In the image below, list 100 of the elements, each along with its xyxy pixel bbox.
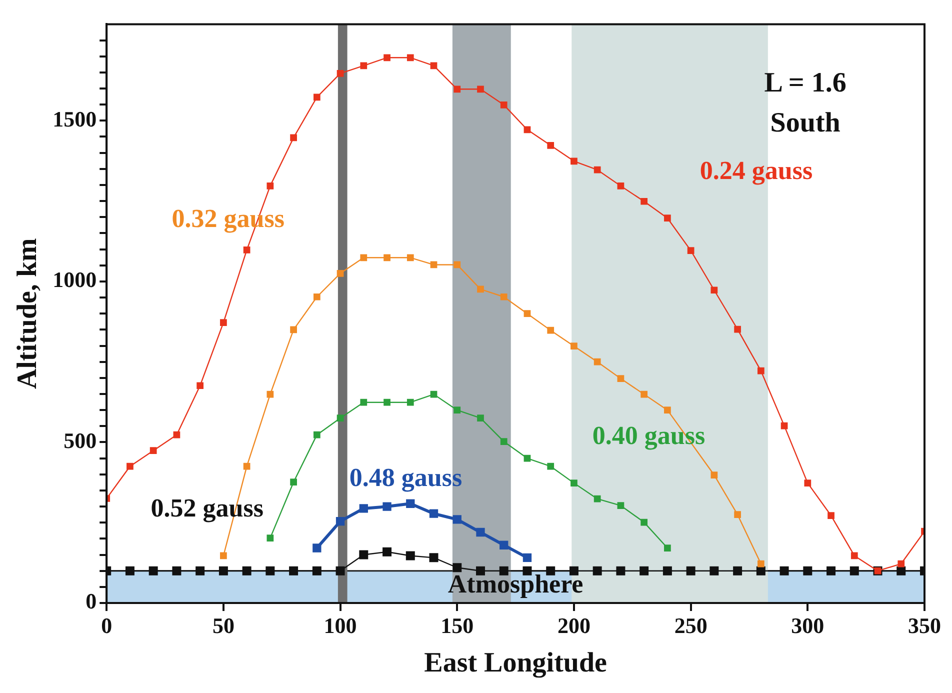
- point: [710, 566, 719, 576]
- point: [429, 553, 438, 562]
- point: [687, 247, 694, 254]
- point: [616, 566, 626, 576]
- point: [662, 566, 672, 576]
- point: [336, 270, 344, 277]
- point: [290, 478, 297, 486]
- point: [734, 511, 741, 518]
- y-tick-label: 500: [64, 428, 97, 453]
- point: [803, 566, 812, 576]
- point: [570, 342, 578, 350]
- point: [359, 550, 368, 560]
- point: [547, 326, 554, 334]
- point: [547, 462, 554, 470]
- point: [477, 414, 484, 422]
- point: [640, 390, 648, 398]
- point: [640, 198, 648, 205]
- point: [617, 502, 624, 509]
- point: [313, 431, 320, 438]
- point: [312, 566, 322, 576]
- point: [290, 134, 297, 142]
- point: [336, 516, 345, 526]
- point: [454, 86, 461, 93]
- point: [896, 566, 906, 576]
- point: [313, 293, 320, 300]
- point: [406, 54, 414, 62]
- point: [243, 246, 250, 254]
- point: [850, 552, 858, 560]
- point: [522, 553, 532, 562]
- x-tick-label: 350: [908, 612, 941, 638]
- point: [220, 552, 227, 560]
- point: [826, 566, 836, 576]
- point: [454, 406, 461, 414]
- series-label: 0.24 gauss: [700, 156, 813, 185]
- point: [547, 142, 554, 149]
- point: [430, 261, 438, 268]
- point: [733, 566, 742, 576]
- point: [406, 254, 414, 262]
- point: [500, 438, 508, 446]
- point: [477, 86, 484, 93]
- point: [336, 566, 345, 576]
- point: [220, 319, 227, 326]
- point: [196, 566, 205, 576]
- point: [266, 566, 275, 576]
- point: [617, 375, 624, 382]
- point: [243, 462, 250, 470]
- x-axis-title: East Longitude: [424, 647, 607, 678]
- point: [406, 499, 415, 508]
- point: [640, 518, 648, 526]
- x-tick-label: 0: [101, 612, 112, 638]
- point: [360, 254, 368, 262]
- x-tick-label: 100: [324, 612, 357, 638]
- point: [218, 566, 228, 576]
- point: [710, 472, 718, 478]
- point: [617, 182, 624, 190]
- point: [384, 254, 390, 262]
- point: [360, 398, 368, 406]
- point: [312, 544, 322, 552]
- x-tick-label: 250: [674, 612, 708, 638]
- y-tick-label: 1500: [52, 106, 97, 132]
- point: [289, 566, 298, 576]
- series-label: 0.48 gauss: [349, 462, 462, 492]
- point: [125, 566, 134, 576]
- point: [850, 566, 859, 576]
- point: [757, 560, 764, 568]
- point: [898, 560, 905, 568]
- point: [290, 326, 297, 334]
- annotation: L = 1.6: [764, 67, 846, 98]
- point: [360, 62, 368, 70]
- point: [500, 293, 508, 300]
- point: [429, 509, 438, 518]
- point: [524, 454, 531, 462]
- point: [734, 326, 741, 333]
- point: [500, 101, 508, 108]
- point: [266, 390, 274, 398]
- point: [384, 54, 390, 62]
- point: [757, 367, 764, 374]
- point: [359, 504, 368, 513]
- point: [570, 158, 578, 165]
- point: [686, 566, 696, 576]
- point: [336, 414, 344, 422]
- point: [266, 534, 274, 542]
- point: [336, 70, 344, 77]
- point: [384, 398, 390, 406]
- y-tick-label: 1000: [52, 267, 97, 292]
- point: [126, 462, 134, 470]
- point: [382, 502, 392, 511]
- point: [780, 566, 789, 576]
- x-tick-label: 300: [791, 612, 824, 638]
- point: [594, 358, 601, 366]
- point: [804, 480, 812, 486]
- point: [406, 551, 415, 560]
- point: [664, 406, 671, 414]
- point: [710, 286, 718, 294]
- y-axis-title: Altitude, km: [12, 238, 44, 390]
- point: [594, 495, 601, 502]
- point: [173, 431, 180, 438]
- point: [828, 512, 834, 519]
- point: [452, 563, 462, 572]
- point: [430, 62, 438, 70]
